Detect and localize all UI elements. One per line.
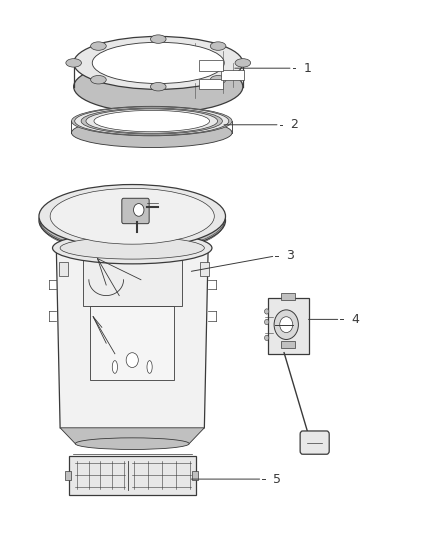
FancyBboxPatch shape <box>65 471 71 480</box>
Ellipse shape <box>86 109 218 133</box>
Circle shape <box>126 353 138 368</box>
Ellipse shape <box>147 361 152 373</box>
Ellipse shape <box>75 438 189 449</box>
FancyBboxPatch shape <box>200 262 209 276</box>
Text: 2: 2 <box>290 118 298 131</box>
Ellipse shape <box>50 188 214 244</box>
FancyBboxPatch shape <box>268 298 309 354</box>
Ellipse shape <box>151 83 166 91</box>
Ellipse shape <box>39 189 226 252</box>
Ellipse shape <box>151 35 166 43</box>
Ellipse shape <box>39 184 226 248</box>
Circle shape <box>265 319 269 325</box>
Circle shape <box>274 310 298 340</box>
Ellipse shape <box>94 110 209 132</box>
Ellipse shape <box>66 59 81 67</box>
FancyBboxPatch shape <box>199 79 223 90</box>
Polygon shape <box>60 428 205 443</box>
Circle shape <box>134 204 144 216</box>
Ellipse shape <box>71 118 232 148</box>
Ellipse shape <box>53 232 212 264</box>
FancyBboxPatch shape <box>69 456 196 495</box>
Text: 1: 1 <box>304 62 311 75</box>
FancyBboxPatch shape <box>192 471 198 480</box>
Ellipse shape <box>71 106 232 136</box>
Circle shape <box>265 309 269 314</box>
Text: 4: 4 <box>351 313 359 326</box>
FancyBboxPatch shape <box>122 198 149 224</box>
Text: 5: 5 <box>273 473 281 486</box>
Circle shape <box>265 335 269 341</box>
Ellipse shape <box>112 361 117 373</box>
FancyBboxPatch shape <box>300 431 329 454</box>
FancyBboxPatch shape <box>91 306 174 380</box>
FancyBboxPatch shape <box>59 262 67 276</box>
FancyBboxPatch shape <box>282 341 295 348</box>
FancyBboxPatch shape <box>282 293 295 300</box>
FancyBboxPatch shape <box>221 69 244 80</box>
Ellipse shape <box>81 108 223 134</box>
Ellipse shape <box>74 36 243 90</box>
Ellipse shape <box>91 42 106 50</box>
Ellipse shape <box>60 237 205 259</box>
Circle shape <box>280 317 293 333</box>
Ellipse shape <box>92 42 224 84</box>
Ellipse shape <box>75 107 229 135</box>
FancyBboxPatch shape <box>199 60 223 71</box>
Ellipse shape <box>74 60 243 113</box>
Ellipse shape <box>210 76 226 84</box>
Text: 3: 3 <box>286 249 294 262</box>
Polygon shape <box>57 248 208 428</box>
Ellipse shape <box>235 59 251 67</box>
FancyBboxPatch shape <box>83 253 182 306</box>
Ellipse shape <box>91 76 106 84</box>
Ellipse shape <box>210 42 226 50</box>
